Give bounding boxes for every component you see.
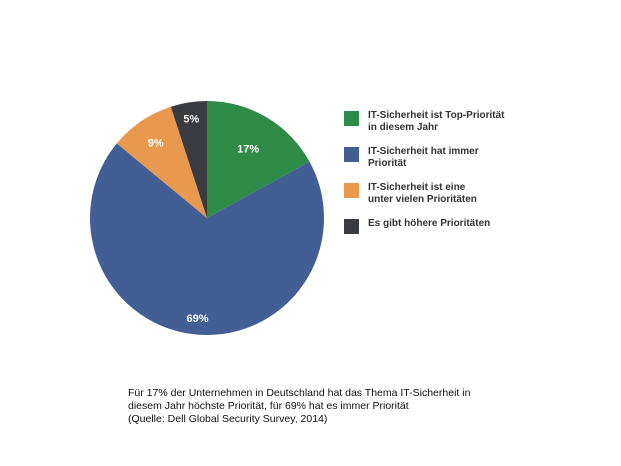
legend-item-higher-priorities: Es gibt höhere Prioritäten (344, 218, 544, 234)
legend-swatch-one-of-many (344, 183, 359, 198)
slice-label-one-of-many: 9% (148, 138, 164, 150)
legend-swatch-top-priority (344, 111, 359, 126)
legend-item-top-priority: IT-Sicherheit ist Top-Priorität in diese… (344, 110, 544, 134)
pie-slice-one-of-many (116, 106, 207, 218)
legend-label-one-of-many: IT-Sicherheit ist eine unter vielen Prio… (368, 182, 477, 205)
legend-item-one-of-many: IT-Sicherheit ist eine unter vielen Prio… (344, 182, 544, 206)
legend-label-higher-priorities: Es gibt höhere Prioritäten (368, 218, 491, 229)
slice-label-top-priority: 17% (237, 144, 259, 156)
pie-slice-higher-priorities (170, 101, 207, 218)
legend: IT-Sicherheit ist Top-Priorität in diese… (344, 110, 544, 246)
caption-line-1: Für 17% der Unternehmen in Deutschland h… (128, 387, 471, 399)
legend-label-always-priority: IT-Sicherheit hat immer Priorität (368, 146, 479, 169)
legend-swatch-higher-priorities (344, 219, 359, 234)
legend-label-top-priority: IT-Sicherheit ist Top-Priorität in diese… (368, 110, 505, 133)
pie-slice-top-priority (207, 101, 310, 218)
caption-line-3: (Quelle: Dell Global Security Survey, 20… (128, 413, 328, 425)
slice-label-higher-priorities: 5% (183, 114, 199, 126)
legend-item-always-priority: IT-Sicherheit hat immer Priorität (344, 146, 544, 170)
legend-swatch-always-priority (344, 147, 359, 162)
pie-slice-always-priority (90, 143, 325, 335)
slice-label-always-priority: 69% (186, 313, 208, 325)
chart-caption: Für 17% der Unternehmen in Deutschland h… (128, 387, 548, 426)
caption-line-2: diesem Jahr höchste Priorität, für 69% h… (128, 400, 409, 412)
